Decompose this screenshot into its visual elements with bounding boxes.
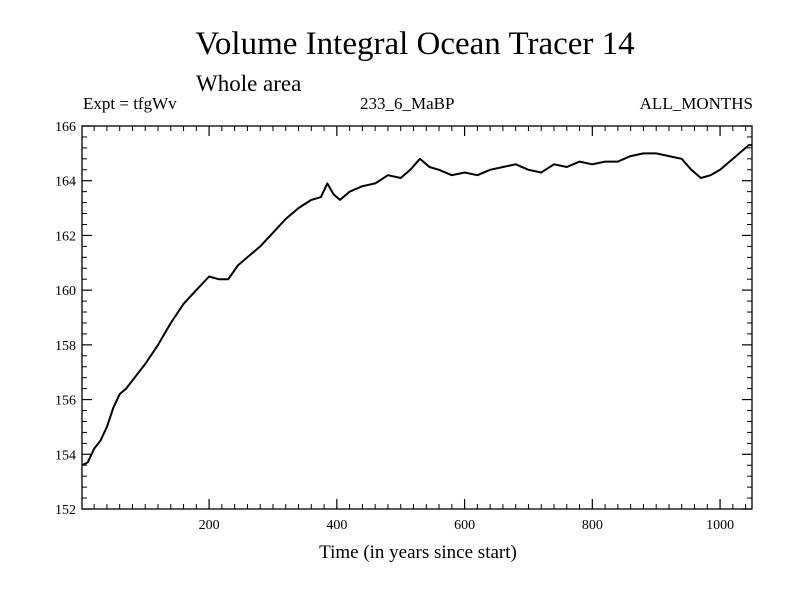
tick-labels: 200 400 600 800 1000 152 154 156 158 160 162 164 166: [55, 120, 734, 533]
series-line: [81, 144, 752, 467]
y-tick-label: 154: [55, 448, 76, 463]
chart-title: Volume Integral Ocean Tracer 14: [195, 26, 635, 62]
y-tick-label: 158: [55, 339, 76, 354]
x-tick-label: 200: [199, 518, 220, 533]
y-tick-label: 164: [55, 175, 76, 190]
months-label: ALL_MONTHS: [639, 94, 753, 113]
major-ticks: [82, 125, 752, 510]
y-tick-label: 160: [55, 284, 76, 299]
x-axis-label: Time (in years since start): [319, 542, 517, 563]
minor-ticks: [82, 126, 752, 509]
series-layer: [81, 144, 752, 467]
y-tick-label: 162: [55, 229, 76, 244]
y-tick-label: 152: [55, 503, 76, 518]
experiment-label: Expt = tfgWv: [83, 94, 177, 113]
x-tick-label: 800: [582, 518, 603, 533]
case-label: 233_6_MaBP: [360, 94, 455, 113]
y-tick-label: 166: [55, 120, 76, 135]
chart-subtitle: Whole area: [196, 71, 302, 96]
x-tick-label: 400: [326, 518, 347, 533]
x-tick-label: 600: [454, 518, 475, 533]
plot-frame: [81, 125, 753, 510]
x-tick-label: 1000: [706, 518, 734, 533]
y-tick-label: 156: [55, 394, 76, 409]
